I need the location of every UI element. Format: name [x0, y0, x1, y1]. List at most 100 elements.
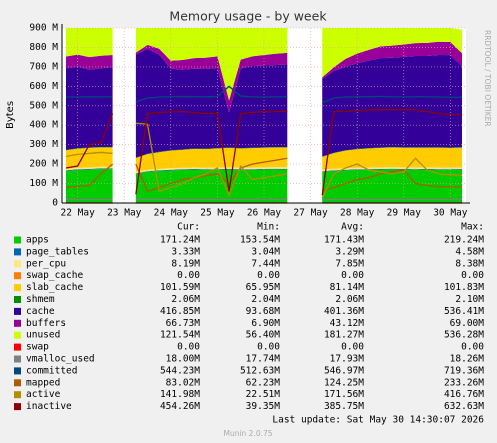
legend-stat: 153.54M	[240, 235, 280, 246]
legend-swatch	[14, 379, 21, 387]
legend-swatch	[14, 296, 21, 303]
legend-stat: 2.06M	[335, 294, 364, 305]
legend-stat: 233.26M	[444, 377, 484, 388]
legend-stat: 7.44M	[251, 258, 280, 269]
legend-stat: 0.00	[177, 270, 200, 281]
y-tick-label: 400 M	[29, 120, 58, 131]
legend-label: shmem	[26, 294, 55, 305]
legend-stat: 81.14M	[330, 282, 365, 293]
legend-stat: 171.24M	[160, 235, 200, 246]
legend-stat: 3.33M	[171, 246, 200, 257]
plot: 0 100 M 200 M 300 M 400 M 500 M 600 M 700 M 800 …	[29, 23, 470, 219]
legend-stat: 124.25M	[324, 377, 364, 388]
legend-stat: 3.04M	[251, 246, 280, 257]
legend-stat: 39.35M	[246, 401, 281, 412]
legend-stat: 17.93M	[330, 354, 365, 365]
line	[65, 157, 463, 193]
legend-label: unused	[26, 330, 60, 341]
y-tick-label: 300 M	[29, 139, 58, 150]
x-tick-label: 25 May	[200, 208, 235, 219]
legend-label: swap_cache	[26, 270, 83, 281]
area	[66, 41, 462, 113]
legend-stat: 69.00M	[450, 318, 485, 329]
y-tick-label: 0	[52, 198, 58, 209]
legend-swatch	[14, 367, 21, 375]
legend-stat: 101.59M	[160, 282, 200, 293]
legend-stat: 8.19M	[171, 258, 200, 269]
legend-swatch	[14, 403, 21, 411]
area	[66, 168, 462, 203]
legend-stat: 454.26M	[160, 401, 200, 412]
legend-stat: 17.74M	[246, 354, 281, 365]
legend-header: Min:	[257, 222, 280, 233]
legend-stat: 385.75M	[324, 401, 364, 412]
legend-label: swap	[26, 342, 49, 353]
legend-header: Max:	[461, 222, 484, 233]
x-tick-label: 23 May	[107, 208, 142, 219]
legend-stat: 512.63M	[240, 365, 280, 376]
legend-stat: 18.26M	[450, 354, 485, 365]
legend-swatch	[14, 236, 21, 244]
area	[66, 147, 462, 172]
x-tick-label: 26 May	[247, 208, 282, 219]
legend-swatch	[14, 343, 21, 351]
legend-stat: 632.63M	[444, 401, 484, 412]
legend-header: Cur:	[177, 222, 200, 233]
legend-swatch	[14, 260, 21, 268]
legend-swatch	[14, 248, 21, 256]
legend-swatch	[14, 319, 21, 327]
y-tick-label: 200 M	[29, 159, 58, 170]
legend-swatch	[14, 284, 21, 292]
legend-stat: 416.85M	[160, 306, 200, 317]
area	[66, 27, 462, 101]
legend-stat: 0.00	[341, 270, 364, 281]
legend: Cur: Min: Avg: Max: apps 171.24M 153.54M 171.43…	[14, 222, 485, 412]
line	[66, 85, 463, 104]
legend-stat: 0.00	[257, 270, 280, 281]
legend-stat: 536.41M	[444, 306, 484, 317]
legend-swatch	[14, 355, 21, 363]
legend-stat: 719.36M	[444, 365, 484, 376]
legend-label: per_cpu	[26, 258, 66, 269]
y-tick-label: 600 M	[29, 81, 58, 92]
legend-stat: 7.85M	[335, 258, 364, 269]
legend-label: cache	[26, 306, 55, 317]
legend-stat: 2.04M	[251, 294, 280, 305]
legend-stat: 43.12M	[330, 318, 365, 329]
x-tick-label: 29 May	[387, 208, 422, 219]
legend-stat: 8.38M	[455, 258, 484, 269]
legend-stat: 65.95M	[246, 282, 281, 293]
legend-stat: 66.73M	[166, 318, 201, 329]
legend-label: slab_cache	[26, 282, 83, 293]
legend-stat: 544.23M	[160, 365, 200, 376]
y-tick-label: 100 M	[29, 178, 58, 189]
legend-stat: 0.00	[257, 342, 280, 353]
legend-stat: 4.58M	[455, 246, 484, 257]
y-tick-label: 500 M	[29, 100, 58, 111]
legend-stat: 56.40M	[246, 330, 281, 341]
x-tick-label: 22 May	[60, 208, 95, 219]
legend-swatch	[14, 307, 21, 315]
legend-stat: 536.28M	[444, 330, 484, 341]
legend-stat: 141.98M	[160, 389, 200, 400]
chart-title: Memory usage - by week	[169, 9, 327, 24]
line	[65, 122, 463, 199]
legend-swatch	[14, 331, 21, 339]
legend-stat: 181.27M	[324, 330, 364, 341]
x-tick-label: 27 May	[293, 208, 328, 219]
x-tick-label: 28 May	[340, 208, 375, 219]
y-tick-label: 700 M	[29, 61, 58, 72]
line	[65, 109, 463, 196]
legend-stat: 2.10M	[455, 294, 484, 305]
legend-stat: 171.43M	[324, 235, 364, 246]
legend-stat: 416.76M	[444, 389, 484, 400]
legend-label: apps	[26, 235, 49, 246]
legend-stat: 3.29M	[335, 246, 364, 257]
area	[66, 168, 462, 174]
legend-stat: 101.83M	[444, 282, 484, 293]
y-axis-label: Bytes	[5, 101, 16, 129]
legend-stat: 93.68M	[246, 306, 281, 317]
legend-stat: 18.00M	[166, 354, 201, 365]
legend-stat: 0.00	[341, 342, 364, 353]
legend-label: inactive	[26, 401, 72, 412]
